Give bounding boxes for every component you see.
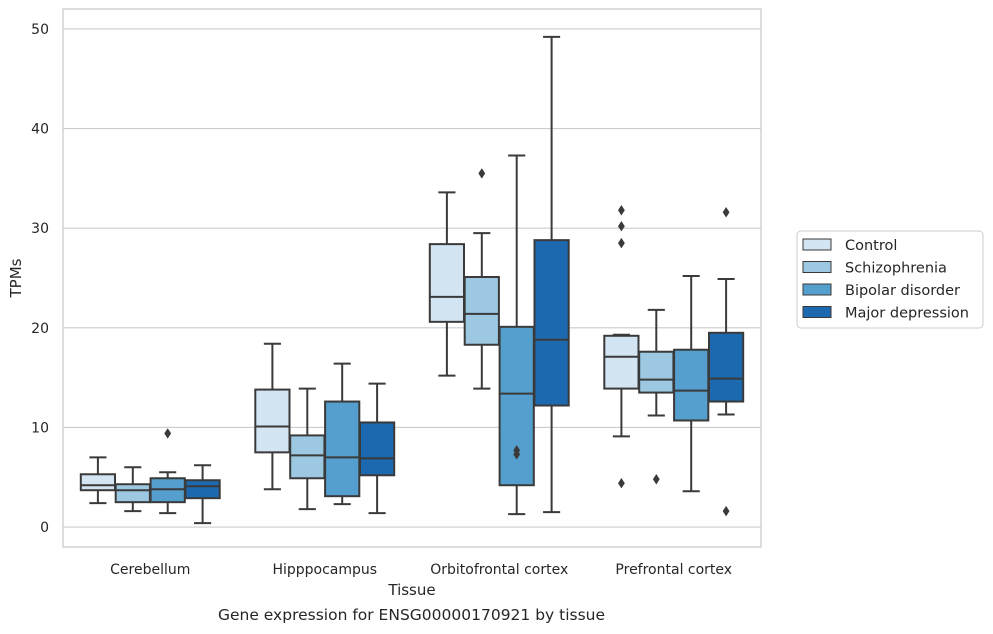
x-axis-label: Tissue (387, 581, 435, 599)
legend-label: Bipolar disorder (845, 283, 960, 299)
box-body (673, 348, 710, 422)
box-body (324, 400, 361, 498)
legend-label: Control (845, 238, 897, 254)
legend: Control Schizophrenia Bipolar disorder Majo… (796, 230, 984, 329)
box-2-3 (673, 275, 710, 493)
box-2-0 (149, 428, 186, 515)
box-0-3 (603, 205, 640, 489)
box-2-1 (324, 362, 361, 506)
outlier-point (478, 168, 486, 179)
box-1-1 (289, 387, 326, 511)
box-body (533, 239, 570, 407)
x-tick-label: Cerebellum (110, 562, 190, 578)
legend-label: Major depression (845, 306, 969, 322)
box-body (428, 243, 466, 323)
x-tick-label: Orbitofrontal cortex (430, 562, 568, 578)
outlier-point (652, 474, 660, 485)
box-1-2 (463, 168, 500, 390)
y-tick-labels: 0 10 20 30 40 50 (31, 22, 49, 536)
legend-swatch (802, 283, 832, 296)
outlier-point (513, 445, 521, 456)
box-body (79, 473, 117, 492)
plot-frame (62, 8, 762, 548)
box-0-2 (428, 191, 466, 377)
outlier-point (722, 207, 730, 218)
box-1-3 (638, 308, 675, 485)
box-body (254, 388, 291, 454)
legend-swatch (802, 306, 832, 318)
box-body (463, 276, 500, 346)
box-body (603, 334, 640, 390)
legend-label: Schizophrenia (845, 261, 947, 277)
box-body (707, 331, 745, 403)
outlier-point (618, 220, 625, 232)
y-tick-label: 40 (31, 122, 49, 138)
box-2-2 (498, 154, 535, 516)
grid-lines (63, 28, 761, 528)
outlier-point (618, 478, 625, 489)
legend-frame (796, 230, 984, 329)
box-body (184, 479, 221, 500)
box-3-3 (707, 207, 745, 517)
legend-swatch (802, 261, 832, 273)
outlier-point (164, 428, 172, 439)
y-tick-label: 20 (31, 321, 49, 337)
box-3-0 (184, 464, 221, 525)
box-body (638, 350, 675, 394)
box-series (79, 35, 745, 525)
box-body (114, 483, 151, 504)
chart-caption: Gene expression for ENSG00000170921 by t… (217, 606, 606, 624)
box-3-1 (358, 382, 396, 515)
box-3-2 (533, 35, 570, 514)
box-body (289, 434, 326, 480)
box-0-0 (79, 456, 117, 505)
outlier-point (618, 237, 625, 249)
outlier-point (722, 505, 730, 517)
box-1-0 (114, 466, 151, 513)
box-0-1 (254, 342, 291, 491)
legend-swatch (802, 238, 832, 251)
y-tick-label: 0 (40, 520, 49, 536)
box-body (498, 325, 535, 487)
x-tick-label: Hipppocampus (272, 562, 377, 578)
y-tick-label: 50 (31, 22, 49, 38)
x-tick-labels: Cerebellum Hipppocampus Orbitofrontal cort… (110, 562, 732, 578)
y-tick-label: 30 (31, 221, 49, 237)
y-axis-label: TPMs (7, 258, 25, 298)
x-tick-label: Prefrontal cortex (615, 562, 732, 578)
y-tick-label: 10 (31, 420, 49, 436)
box-body (358, 421, 396, 477)
outlier-point (618, 205, 625, 216)
